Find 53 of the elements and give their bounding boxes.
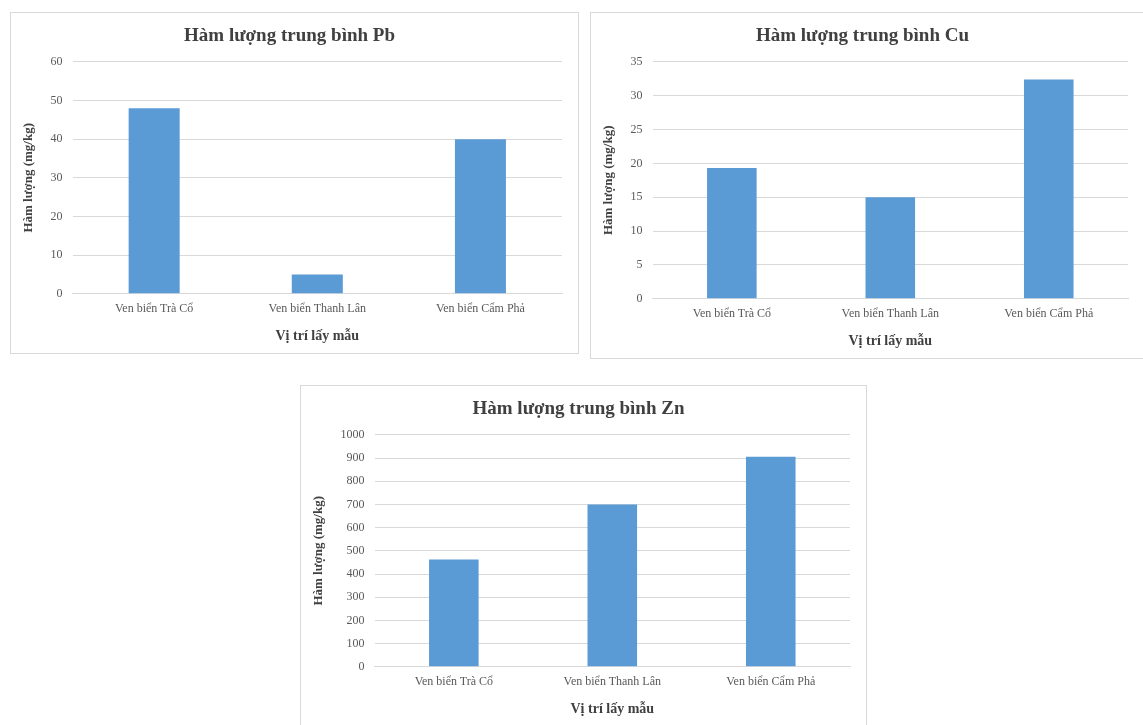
x-tick-label: Ven biển Trà Cổ	[114, 301, 194, 316]
chart-title: Hàm lượng trung bình Pb	[184, 24, 395, 46]
bar	[291, 274, 343, 294]
y-axis-title: Hàm lượng (mg/kg)	[310, 495, 326, 606]
y-tick-label: 500	[346, 542, 365, 557]
x-tick-label: Ven biển Thanh Lân	[563, 674, 662, 689]
bar	[865, 197, 916, 299]
y-tick-label: 700	[346, 496, 365, 511]
x-axis-title: Vị trí lấy mẫu	[570, 701, 655, 717]
y-tick-label: 5	[636, 257, 643, 272]
x-tick-label: Ven biển Thanh Lân	[268, 301, 367, 316]
y-tick-label: 400	[346, 566, 365, 581]
x-tick-label: Ven biển Cẩm Phả	[726, 674, 816, 689]
bar	[1023, 79, 1074, 299]
x-axis-title: Vị trí lấy mẫu	[275, 328, 360, 344]
y-tick-label: 10	[630, 223, 643, 238]
x-tick-label: Ven biển Thanh Lân	[841, 306, 940, 321]
y-tick-label: 40	[50, 131, 63, 146]
y-axis-title: Hàm lượng (mg/kg)	[20, 122, 36, 233]
chart-title: Hàm lượng trung bình Cu	[755, 24, 970, 46]
y-tick-label: 300	[346, 589, 365, 604]
y-tick-label: 35	[630, 53, 643, 68]
x-tick-label: Ven biển Cẩm Phả	[1004, 306, 1094, 321]
y-tick-label: 25	[630, 121, 643, 136]
x-tick-label: Ven biển Trà Cổ	[692, 306, 772, 321]
y-tick-label: 600	[346, 519, 365, 534]
y-tick-label: 50	[50, 92, 63, 107]
y-tick-label: 100	[346, 635, 365, 650]
y-tick-label: 0	[636, 290, 643, 305]
y-tick-label: 0	[56, 285, 63, 300]
bar	[454, 139, 506, 294]
y-tick-label: 10	[50, 247, 63, 262]
bar	[128, 108, 180, 294]
bar	[587, 504, 638, 667]
y-tick-label: 800	[346, 473, 365, 488]
chart-title: Hàm lượng trung bình Zn	[472, 397, 685, 419]
bar	[745, 456, 796, 667]
y-tick-label: 30	[50, 169, 63, 184]
y-tick-label: 15	[630, 189, 643, 204]
y-tick-label: 30	[630, 87, 643, 102]
y-tick-label: 0	[358, 658, 365, 673]
bar	[707, 168, 757, 299]
y-tick-label: 1000	[340, 426, 365, 441]
x-tick-label: Ven biển Cẩm Phả	[435, 301, 526, 316]
bar	[429, 559, 479, 667]
y-tick-label: 200	[346, 612, 365, 627]
y-tick-label: 900	[346, 450, 365, 465]
y-tick-label: 20	[630, 155, 643, 170]
y-tick-label: 60	[50, 53, 63, 68]
y-axis-title: Hàm lượng (mg/kg)	[600, 125, 616, 236]
x-tick-label: Ven biển Trà Cổ	[414, 674, 494, 689]
x-axis-title: Vị trí lấy mẫu	[848, 333, 933, 349]
y-tick-label: 20	[50, 208, 63, 223]
